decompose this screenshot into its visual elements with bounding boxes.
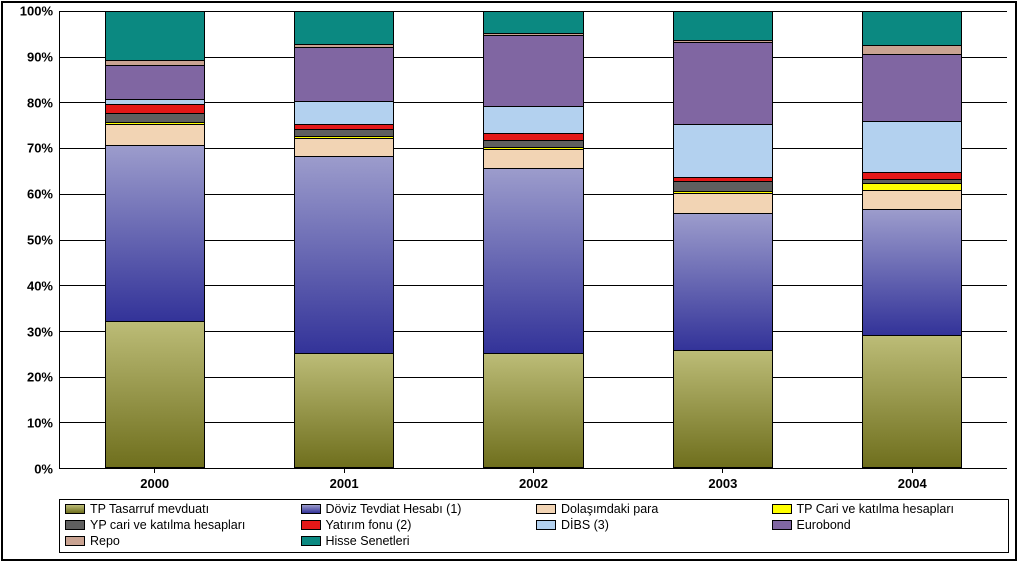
bar-column [105, 11, 205, 468]
bar-segment [673, 11, 773, 41]
legend-label: TP Cari ve katılma hesapları [797, 502, 954, 516]
legend-label: Dolaşımdaki para [561, 502, 658, 516]
legend-label: Döviz Tevdiat Hesabı (1) [326, 502, 462, 516]
legend-swatch [536, 520, 556, 530]
x-tick-label: 2004 [818, 471, 1007, 491]
bar-segment [105, 146, 205, 322]
bar-column [862, 11, 962, 468]
legend-swatch [65, 536, 85, 546]
bar-segment [673, 182, 773, 191]
y-tick-label: 60% [27, 187, 53, 202]
legend-swatch [772, 504, 792, 514]
bar-segment [862, 173, 962, 180]
bar-segment [294, 48, 394, 103]
x-tick-label: 2002 [439, 471, 628, 491]
legend-item: YP cari ve katılma hesapları [63, 517, 299, 533]
bar-column [294, 11, 394, 468]
y-axis: 0%10%20%30%40%50%60%70%80%90%100% [11, 11, 59, 469]
legend-label: Repo [90, 534, 120, 548]
bar-segment [862, 210, 962, 337]
legend-item: Eurobond [770, 517, 1006, 533]
bar-segment [862, 11, 962, 46]
bar-segment [483, 169, 583, 354]
y-tick-label: 50% [27, 233, 53, 248]
bar-segment [483, 150, 583, 168]
legend-swatch [301, 520, 321, 530]
y-tick-label: 80% [27, 95, 53, 110]
bar-segment [673, 214, 773, 351]
bar-segment [294, 102, 394, 125]
legend-label: TP Tasarruf mevduatı [90, 502, 209, 516]
bar-segment [294, 354, 394, 468]
y-tick-label: 30% [27, 324, 53, 339]
y-tick-label: 20% [27, 370, 53, 385]
bar-segment [294, 157, 394, 354]
legend-item: TP Cari ve katılma hesapları [770, 501, 1006, 517]
y-tick-label: 0% [34, 462, 53, 477]
legend-swatch [536, 504, 556, 514]
x-tick-label: 2001 [249, 471, 438, 491]
bar-segment [862, 55, 962, 122]
bar-segment [294, 11, 394, 45]
x-axis: 20002001200220032004 [60, 468, 1007, 491]
legend-item: Yatırım fonu (2) [299, 517, 535, 533]
bar-segment [105, 125, 205, 146]
legend-item: DİBS (3) [534, 517, 770, 533]
y-tick-label: 100% [20, 4, 53, 19]
bar-segment [105, 322, 205, 468]
bar-segment [105, 11, 205, 61]
legend-item: Dolaşımdaki para [534, 501, 770, 517]
legend-swatch [772, 520, 792, 530]
y-tick-label: 40% [27, 278, 53, 293]
bar-segment [673, 125, 773, 178]
legend-label: YP cari ve katılma hesapları [90, 518, 245, 532]
bar-segment [483, 107, 583, 134]
bar-segment [105, 66, 205, 100]
bar-segment [105, 114, 205, 123]
bar-segment [673, 194, 773, 215]
legend-swatch [301, 536, 321, 546]
chart-legend: TP Tasarruf mevduatı Döviz Tevdiat Hesabı… [59, 499, 1009, 553]
legend-label: DİBS (3) [561, 518, 609, 532]
x-tick-label: 2000 [60, 471, 249, 491]
legend-label: Eurobond [797, 518, 851, 532]
bar-segment [483, 134, 583, 141]
legend-item: Döviz Tevdiat Hesabı (1) [299, 501, 535, 517]
bar-segment [862, 184, 962, 191]
bar-segment [294, 139, 394, 157]
y-tick-label: 90% [27, 49, 53, 64]
bar-segment [483, 141, 583, 148]
bar-segment [862, 122, 962, 173]
bar-column [483, 11, 583, 468]
y-tick-label: 70% [27, 141, 53, 156]
legend-item: TP Tasarruf mevduatı [63, 501, 299, 517]
bar-segment [483, 11, 583, 34]
legend-label: Yatırım fonu (2) [326, 518, 412, 532]
chart-container: 0%10%20%30%40%50%60%70%80%90%100% 200020… [1, 1, 1017, 561]
bar-segment [862, 336, 962, 468]
chart-body: 0%10%20%30%40%50%60%70%80%90%100% 200020… [11, 11, 1007, 469]
bar-segment [483, 36, 583, 107]
bar-segment [673, 351, 773, 468]
plot-area: 20002001200220032004 [59, 11, 1007, 469]
legend-label: Hisse Senetleri [326, 534, 410, 548]
bar-segment [673, 43, 773, 125]
bar-segment [294, 130, 394, 137]
legend-swatch [65, 504, 85, 514]
bar-column [673, 11, 773, 468]
bar-segment [862, 191, 962, 209]
y-tick-label: 10% [27, 416, 53, 431]
legend-item: Hisse Senetleri [299, 533, 535, 549]
legend-swatch [65, 520, 85, 530]
legend-swatch [301, 504, 321, 514]
bar-segment [862, 46, 962, 55]
legend-item: Repo [63, 533, 299, 549]
x-tick-label: 2003 [628, 471, 817, 491]
bar-segment [105, 105, 205, 114]
bar-segment [483, 354, 583, 468]
